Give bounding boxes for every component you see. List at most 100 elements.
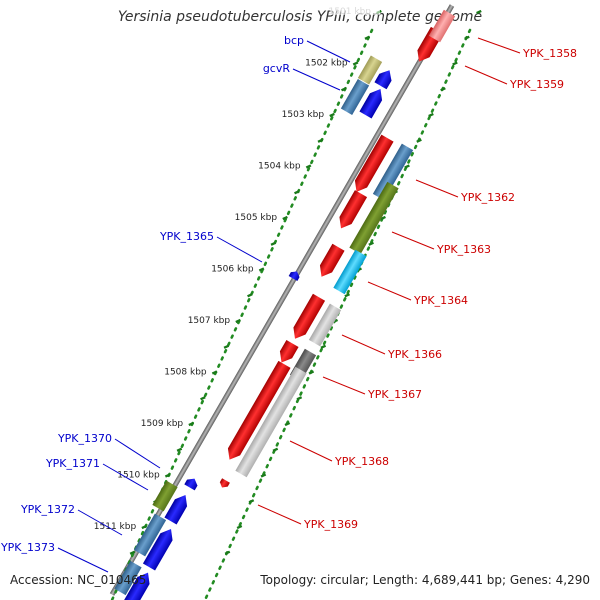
- scale-minor-tick: [272, 447, 279, 452]
- gene-YPK_1372-arrow[interactable]: [142, 525, 177, 571]
- cog-YPK_1363-bar[interactable]: [349, 181, 399, 255]
- cog-YPK_1372-bar[interactable]: [133, 513, 167, 557]
- scale-minor-tick: [416, 138, 422, 143]
- scale-minor-tick: [320, 344, 327, 349]
- gene-label-YPK_1358[interactable]: YPK_1358: [522, 47, 577, 60]
- scale-tick-mark: [329, 112, 335, 118]
- scale-minor-tick: [247, 293, 253, 298]
- leader-line: [216, 236, 263, 263]
- gene-gcvR-arrow[interactable]: [359, 86, 386, 119]
- gene-YPK_1370-arrow[interactable]: [184, 476, 199, 491]
- cog-YPK_1358-bar[interactable]: [428, 9, 456, 43]
- scale-tick-label: 1511 kbp: [94, 522, 137, 532]
- page-title: Yersinia pseudotuberculosis YPIII, compl…: [117, 9, 483, 25]
- scale-tick-mark: [188, 421, 194, 427]
- cog-YPK_1370-bar[interactable]: [152, 480, 178, 512]
- scale-tick-label: 1503 kbp: [282, 110, 325, 120]
- leader-line: [306, 40, 351, 63]
- gene-YPK_1366-arrow[interactable]: [289, 293, 326, 343]
- gene-bcp-arrow[interactable]: [374, 67, 395, 90]
- scale-tick-mark: [141, 524, 148, 530]
- scale-minor-tick: [464, 35, 470, 40]
- scale-tick-label: 1507 kbp: [188, 316, 231, 326]
- gene-label-layer: bcp gcvR YPK_1365 YPK_1370 YPK_1371 YPK_1372 Y…: [0, 34, 577, 573]
- gene-YPK_1373-arrow[interactable]: [121, 569, 154, 600]
- scale-minor-tick: [294, 190, 300, 195]
- gene-YPK_1364-arrow[interactable]: [315, 243, 345, 280]
- scale-tick-mark: [211, 370, 218, 375]
- scale-minor-tick: [200, 396, 206, 401]
- gene-label-YPK_1371[interactable]: YPK_1371: [45, 457, 100, 470]
- gene-label-YPK_1365[interactable]: YPK_1365: [159, 230, 214, 243]
- scale-tick-label: 1510 kbp: [117, 471, 160, 481]
- scale-tick-label: 1506 kbp: [211, 265, 254, 275]
- scale-tick-mark: [404, 164, 410, 169]
- scale-minor-tick: [129, 550, 136, 555]
- gene-label-YPK_1366[interactable]: YPK_1366: [387, 348, 442, 361]
- scale-tick-mark: [258, 267, 265, 272]
- gene-label-YPK_1370[interactable]: YPK_1370: [57, 432, 112, 445]
- leader-line: [102, 463, 149, 491]
- cog-bcp-bar[interactable]: [357, 55, 383, 85]
- scale-tick-label: 1505 kbp: [235, 213, 278, 223]
- cog-YPK_1368-bar[interactable]: [235, 366, 307, 478]
- scale-tick-mark: [236, 524, 243, 530]
- cog-YPK_1364-bar[interactable]: [333, 249, 367, 295]
- gene-label-YPK_1369[interactable]: YPK_1369: [303, 518, 358, 531]
- gene-label-bcp[interactable]: bcp: [284, 34, 304, 47]
- leader-line: [257, 504, 302, 525]
- scale-tick-label: 1508 kbp: [164, 368, 207, 378]
- scale-minor-tick: [270, 241, 277, 246]
- gene-YPK_1362-arrow[interactable]: [350, 134, 394, 196]
- gene-YPK_1369-arrow[interactable]: [218, 478, 230, 489]
- gene-YPK_1368-arrow[interactable]: [223, 360, 291, 463]
- gene-track: [114, 9, 456, 600]
- genome-backbone: [109, 4, 455, 596]
- scale-tick-label: 1509 kbp: [141, 419, 184, 429]
- gene-label-gcvR[interactable]: gcvR: [263, 62, 291, 75]
- gene-YPK_1363-arrow[interactable]: [335, 190, 368, 232]
- accession-label: Accession: NC_010465: [10, 573, 147, 587]
- scale-minor-tick: [248, 499, 255, 504]
- leader-line: [77, 509, 123, 536]
- gene-label-YPK_1363[interactable]: YPK_1363: [436, 243, 491, 256]
- gene-label-YPK_1359[interactable]: YPK_1359: [509, 78, 564, 91]
- leader-line: [415, 179, 459, 198]
- scale-minor-tick: [440, 87, 446, 92]
- leader-line: [114, 438, 161, 469]
- gene-YPK_1371-arrow[interactable]: [164, 492, 191, 525]
- gene-label-YPK_1372[interactable]: YPK_1372: [20, 503, 75, 516]
- gene-YPK_1367-arrow[interactable]: [275, 339, 299, 366]
- leader-line: [464, 65, 508, 85]
- cog-YPK_1362a-bar[interactable]: [372, 143, 414, 201]
- gene-label-YPK_1362[interactable]: YPK_1362: [460, 191, 515, 204]
- scale-tick-mark: [164, 473, 171, 478]
- gene-label-YPK_1373[interactable]: YPK_1373: [0, 541, 55, 554]
- scale-minor-tick: [224, 550, 231, 555]
- gene-label-YPK_1364[interactable]: YPK_1364: [413, 294, 468, 307]
- scale-minor-tick: [296, 396, 303, 401]
- scale-tick-mark: [260, 473, 267, 478]
- gene-label-YPK_1367[interactable]: YPK_1367: [367, 388, 422, 401]
- scale-minor-tick: [223, 344, 230, 349]
- leader-line: [289, 440, 333, 462]
- cog-gcvR-bar[interactable]: [340, 79, 370, 115]
- gene-YPK_1365-arrow[interactable]: [288, 269, 302, 281]
- leader-line: [341, 334, 386, 355]
- leader-line: [322, 376, 366, 395]
- scale-tick-mark: [380, 215, 386, 221]
- scale-minor-tick: [340, 87, 347, 92]
- cog-YPK_1373-bar[interactable]: [114, 560, 142, 596]
- scale-minor-tick: [344, 293, 351, 298]
- scale-tick-label: 1504 kbp: [258, 162, 301, 172]
- scale-tick-mark: [428, 112, 434, 118]
- scale-tick-mark: [282, 215, 288, 221]
- leader-line: [391, 231, 435, 250]
- cog-YPK_1366-bar[interactable]: [308, 303, 342, 347]
- scale-tick-mark: [352, 61, 359, 66]
- genome-summary: Topology: circular; Length: 4,689,441 bp…: [260, 573, 590, 587]
- leader-line: [477, 37, 521, 54]
- gene-label-YPK_1368[interactable]: YPK_1368: [334, 455, 389, 468]
